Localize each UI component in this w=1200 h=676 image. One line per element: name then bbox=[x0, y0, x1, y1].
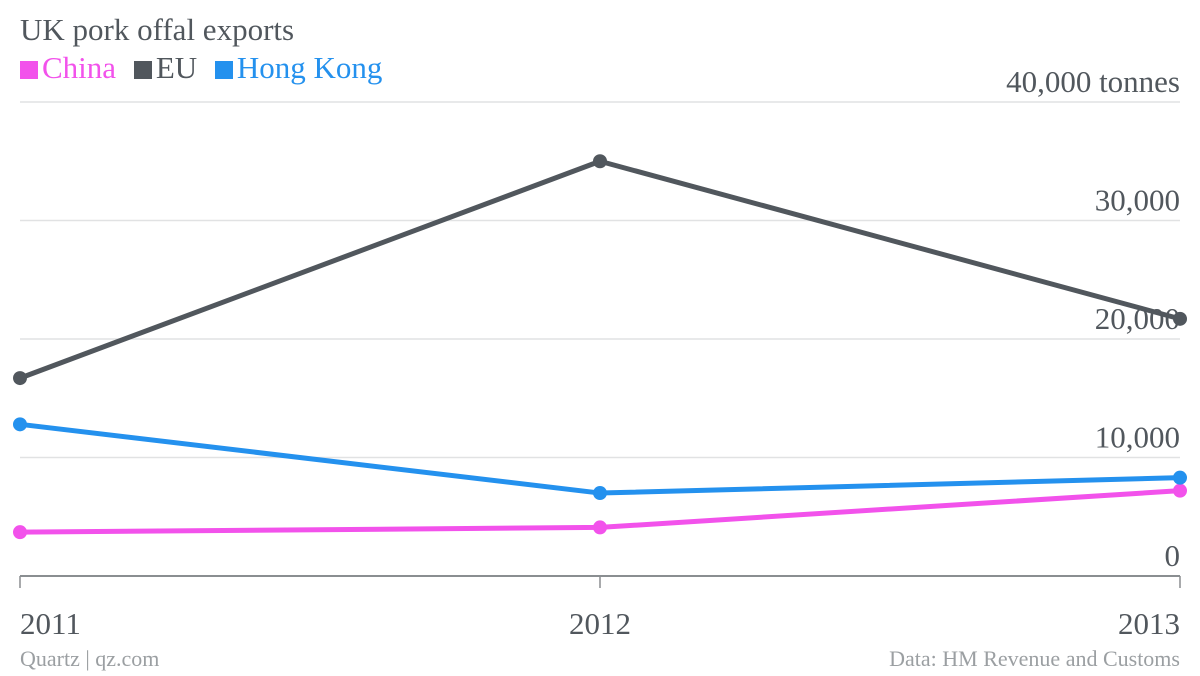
chart-title: UK pork offal exports bbox=[20, 12, 295, 47]
legend-item-china: China bbox=[20, 50, 116, 86]
legend-swatch-china bbox=[20, 61, 38, 79]
data-point-hong-kong bbox=[1173, 470, 1187, 485]
legend-swatch-hong-kong bbox=[214, 61, 233, 79]
x-tick-label: 2011 bbox=[20, 606, 81, 641]
data-point-eu bbox=[13, 371, 27, 386]
x-tick-label: 2012 bbox=[569, 606, 631, 641]
data-point-china bbox=[13, 525, 27, 540]
series-line-hong-kong bbox=[17, 421, 1183, 496]
legend-label-hong-kong: Hong Kong bbox=[236, 50, 383, 85]
y-tick-label: 10,000 bbox=[1095, 420, 1180, 455]
data-source: Data: HM Revenue and Customs bbox=[889, 646, 1180, 671]
series-line-eu bbox=[17, 158, 1183, 381]
x-tick-label: 2013 bbox=[1118, 606, 1180, 641]
legend-label-eu: EU bbox=[155, 50, 198, 85]
y-tick-label: 40,000 tonnes bbox=[1006, 64, 1180, 99]
legend-item-eu: EU bbox=[133, 50, 198, 86]
data-point-china bbox=[1173, 483, 1187, 498]
legend-swatch-eu bbox=[133, 61, 152, 79]
data-point-eu bbox=[593, 154, 607, 169]
legend-label-china: China bbox=[42, 50, 117, 85]
data-point-china bbox=[593, 520, 607, 535]
data-point-hong-kong bbox=[593, 486, 607, 501]
source-credit: Quartz | qz.com bbox=[20, 646, 160, 671]
y-tick-label: 0 bbox=[1165, 538, 1181, 573]
legend: China EU Hong Kong bbox=[20, 50, 392, 86]
y-tick-label: 30,000 bbox=[1095, 183, 1180, 218]
data-point-hong-kong bbox=[13, 417, 27, 432]
legend-item-hong-kong: Hong Kong bbox=[214, 50, 383, 86]
data-point-eu bbox=[1173, 311, 1187, 326]
